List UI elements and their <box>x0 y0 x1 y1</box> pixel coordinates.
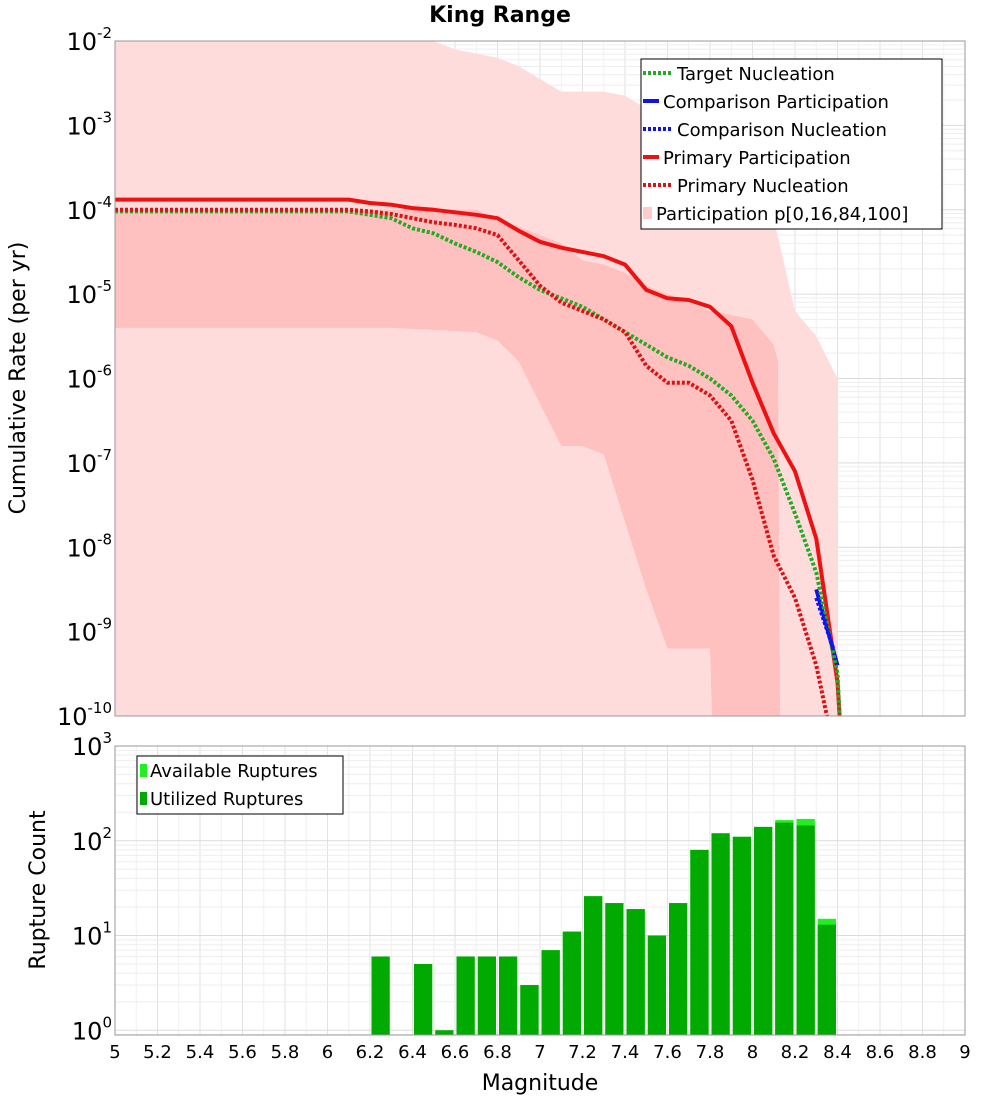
y-tick-label: 102 <box>72 824 112 856</box>
rate-legend-box <box>640 58 943 230</box>
legend-label-participation-band: Participation p[0,16,84,100] <box>656 204 908 225</box>
legend-label-primary-participation: Primary Participation <box>663 148 851 169</box>
bar-utilized-ruptures <box>775 822 794 1035</box>
rupture-plot-frame <box>114 745 966 1036</box>
series-comparison-nucleation <box>814 597 836 650</box>
legend-label-comparison-participation: Comparison Participation <box>663 92 889 113</box>
bar-utilized-ruptures <box>796 825 815 1035</box>
x-tick-label: 8.6 <box>866 1042 895 1063</box>
legend-swatch-utilized-ruptures <box>140 792 147 805</box>
bar-utilized-ruptures <box>669 903 688 1035</box>
bar-utilized-ruptures <box>562 931 581 1035</box>
legend-label-available-ruptures: Available Ruptures <box>150 761 318 782</box>
x-tick-label: 7.6 <box>653 1042 682 1063</box>
x-tick-label: 6.2 <box>356 1042 385 1063</box>
y-tick-label: 10-10 <box>57 699 112 731</box>
y-tick-label: 10-8 <box>66 530 112 562</box>
x-tick-label: 7.8 <box>696 1042 725 1063</box>
rate-y-ticks: 10-2 10-3 10-4 10-5 10-6 10-7 10-8 10-9 10-10 <box>57 24 112 731</box>
legend-swatch-participation-band <box>643 207 652 219</box>
x-tick-label: 5.4 <box>186 1042 215 1063</box>
y-tick-label: 10-9 <box>66 615 112 647</box>
rupture-y-ticks: 103 102 101 100 <box>72 729 112 1045</box>
rate-series-group <box>115 197 842 716</box>
bar-utilized-ruptures <box>520 985 539 1035</box>
magnitude-x-ticks: 5 5.2 5.4 5.6 5.8 6 6.2 6.4 6.6 6.8 7 7.2 7.4 7.6 7.8 8… <box>109 1042 970 1063</box>
bar-utilized-ruptures <box>647 935 666 1035</box>
legend-label-target-nucleation: Target Nucleation <box>676 64 835 85</box>
x-tick-label: 9 <box>959 1042 970 1063</box>
y-tick-label: 103 <box>72 729 112 761</box>
legend-label-primary-nucleation: Primary Nucleation <box>677 176 849 197</box>
bar-utilized-ruptures <box>435 1030 454 1035</box>
x-tick-label: 6.6 <box>441 1042 470 1063</box>
bar-utilized-ruptures <box>541 950 560 1035</box>
bar-utilized-ruptures <box>456 956 475 1035</box>
bar-utilized-ruptures <box>626 909 645 1035</box>
series-primary-nucleation <box>115 207 829 716</box>
y-tick-label: 10-3 <box>66 108 112 140</box>
x-tick-label: 5.8 <box>271 1042 300 1063</box>
x-tick-label: 6.8 <box>483 1042 512 1063</box>
x-tick-label: 5.6 <box>228 1042 257 1063</box>
bar-utilized-ruptures <box>477 956 496 1035</box>
bar-utilized-ruptures <box>732 836 751 1035</box>
x-tick-label: 8.4 <box>823 1042 852 1063</box>
rupture-legend-box <box>136 755 344 815</box>
legend-label-comparison-nucleation: Comparison Nucleation <box>677 120 887 141</box>
bar-utilized-ruptures <box>817 924 836 1035</box>
x-tick-label: 7.4 <box>611 1042 640 1063</box>
bar-utilized-ruptures <box>499 956 518 1035</box>
rate-plot: 10-2 10-3 10-4 10-5 10-6 10-7 10-8 10-9 10-10 Cu… <box>6 24 966 731</box>
x-tick-label: 8.2 <box>781 1042 810 1063</box>
rupture-bars <box>371 818 836 1035</box>
legend-label-utilized-ruptures: Utilized Ruptures <box>150 789 303 810</box>
x-tick-label: 6 <box>322 1042 333 1063</box>
y-tick-label: 100 <box>72 1013 112 1045</box>
rupture-legend: Available Ruptures Utilized Ruptures <box>136 755 344 815</box>
legend-swatch-available-ruptures <box>140 764 147 777</box>
rupture-count-plot: 103 102 101 100 5 5.2 5.4 5.6 5.8 6 6.2 6.4 6.6 6.8 7… <box>26 729 971 1096</box>
rate-legend: Target Nucleation Comparison Participati… <box>640 58 943 230</box>
x-tick-label: 8 <box>747 1042 758 1063</box>
series-primary-participation <box>115 197 842 716</box>
y-tick-label: 10-7 <box>66 446 112 478</box>
x-tick-label: 7 <box>534 1042 545 1063</box>
rate-y-axis-label: Cumulative Rate (per yr) <box>6 242 31 515</box>
y-tick-label: 10-2 <box>66 24 112 56</box>
y-tick-label: 10-4 <box>66 193 112 225</box>
y-tick-label: 10-6 <box>66 362 112 394</box>
y-tick-label: 10-5 <box>66 277 112 309</box>
rate-plot-frame <box>114 40 966 717</box>
bar-utilized-ruptures <box>584 896 603 1035</box>
bar-utilized-ruptures <box>690 849 709 1035</box>
rupture-y-axis-label: Rupture Count <box>26 810 51 970</box>
x-tick-label: 8.8 <box>908 1042 937 1063</box>
x-tick-label: 7.2 <box>568 1042 597 1063</box>
x-tick-label: 5.2 <box>143 1042 172 1063</box>
bar-utilized-ruptures <box>754 826 773 1035</box>
bar-utilized-ruptures <box>371 956 390 1035</box>
x-axis-label: Magnitude <box>482 1071 599 1096</box>
participation-band-inner <box>115 209 781 716</box>
chart-title: King Range <box>429 3 571 28</box>
y-tick-label: 101 <box>72 919 112 951</box>
bar-utilized-ruptures <box>414 964 433 1035</box>
bar-utilized-ruptures <box>711 833 730 1035</box>
x-tick-label: 6.4 <box>398 1042 427 1063</box>
bar-utilized-ruptures <box>605 903 624 1035</box>
x-tick-label: 5 <box>109 1042 120 1063</box>
